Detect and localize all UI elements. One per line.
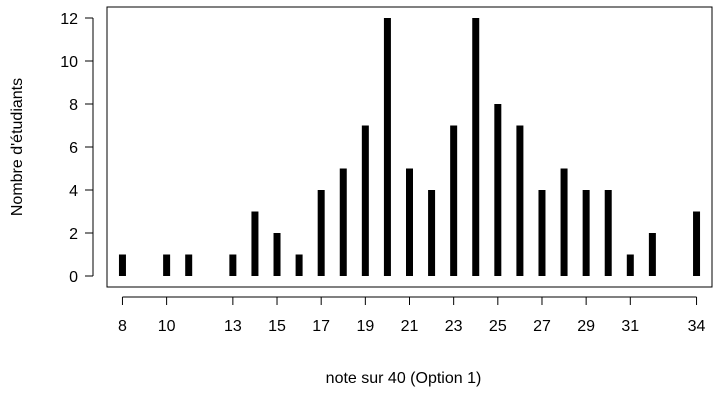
x-tick-label: 25 [489, 318, 507, 335]
y-tick-label: 6 [69, 140, 78, 157]
bar [251, 211, 259, 276]
y-tick-label: 2 [69, 226, 78, 243]
y-tick-label: 12 [60, 11, 78, 28]
bar [185, 254, 193, 276]
bar [273, 233, 281, 276]
x-tick-label: 19 [356, 318, 374, 335]
bar [361, 125, 369, 276]
x-tick-label: 34 [688, 318, 706, 335]
bar [339, 168, 347, 276]
bar [428, 190, 436, 276]
bar [604, 190, 612, 276]
x-tick-label: 15 [268, 318, 286, 335]
bar [560, 168, 568, 276]
bar [229, 254, 237, 276]
x-tick-label: 29 [577, 318, 595, 335]
x-tick-label: 13 [224, 318, 242, 335]
x-tick-label: 21 [401, 318, 419, 335]
x-tick-label: 31 [621, 318, 639, 335]
plot-frame [106, 6, 713, 288]
x-tick-label: 8 [118, 318, 127, 335]
x-axis-label: note sur 40 (Option 1) [326, 370, 482, 387]
bar [295, 254, 303, 276]
y-tick-label: 8 [69, 97, 78, 114]
bar [317, 190, 325, 276]
bar [538, 190, 546, 276]
bar [648, 233, 656, 276]
y-ticks-group: 0 2 4 6 8 10 12 [60, 11, 93, 286]
bar [494, 104, 502, 276]
x-tick-label: 23 [445, 318, 463, 335]
bar [472, 18, 480, 276]
bar [693, 211, 701, 276]
bar [163, 254, 171, 276]
y-axis-label: Nombre d'étudiants [9, 78, 26, 216]
bar [582, 190, 590, 276]
bar [516, 125, 524, 276]
x-tick-label: 27 [533, 318, 551, 335]
bar [450, 125, 458, 276]
y-tick-label: 10 [60, 54, 78, 71]
bars-group [118, 18, 701, 276]
x-tick-label: 17 [312, 318, 330, 335]
y-tick-label: 4 [69, 183, 78, 200]
bar [626, 254, 634, 276]
bar [118, 254, 126, 276]
bar [383, 18, 391, 276]
x-ticks-group: 8 10 13 15 17 19 21 23 25 27 29 31 34 [118, 297, 706, 335]
y-tick-label: 0 [69, 269, 78, 286]
bar [406, 168, 413, 276]
x-tick-label: 10 [158, 318, 176, 335]
